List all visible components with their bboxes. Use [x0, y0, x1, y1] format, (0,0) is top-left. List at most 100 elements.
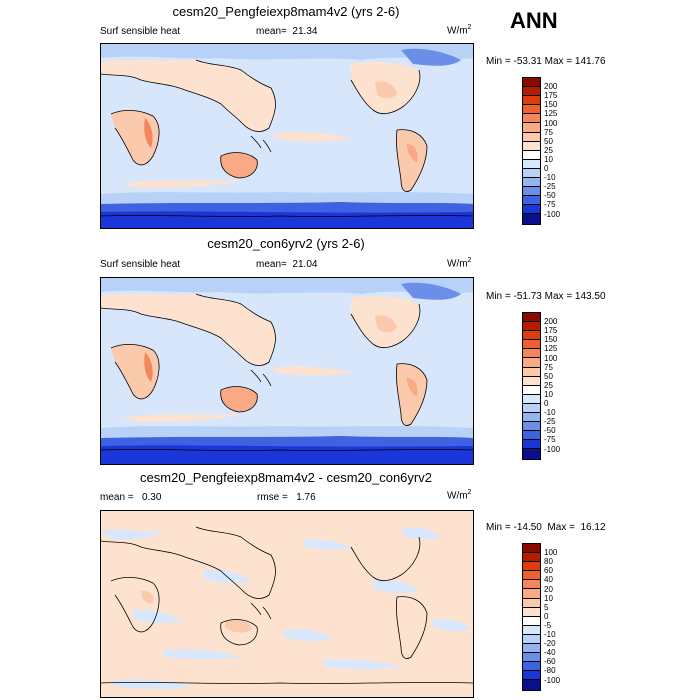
colorbar-tick-label: 100: [544, 118, 558, 128]
colorbar-swatch: [523, 440, 540, 450]
panel-2-mean: mean= 21.04: [256, 259, 317, 270]
colorbar-tick-label: 60: [544, 566, 553, 576]
colorbar-tick-label: -50: [544, 191, 556, 201]
colorbar-tick-label: -80: [544, 666, 556, 676]
colorbar-tick-label: -60: [544, 657, 556, 667]
panel-1-mean: mean= 21.34: [256, 26, 317, 37]
colorbar-tick-label: 20: [544, 584, 553, 594]
panel-2-mean-value: 21.04: [292, 259, 318, 270]
colorbar-swatch: [523, 449, 540, 459]
panel-3-rmse-value: 1.76: [296, 492, 316, 503]
colorbar-tick-label: -40: [544, 648, 556, 658]
colorbar-swatch: [523, 385, 540, 395]
colorbar-swatch: [523, 349, 540, 359]
colorbar-swatch: [523, 187, 540, 197]
panel-3-colorbar-swatches: [523, 544, 540, 690]
colorbar-swatch: [523, 150, 540, 160]
colorbar-swatch: [523, 571, 540, 581]
panel-1-minmax: Min = -53.31 Max = 141.76: [486, 56, 606, 67]
panel-3-rmse-label: rmse =: [257, 492, 288, 503]
colorbar-swatch: [523, 114, 540, 124]
colorbar-swatch: [523, 358, 540, 368]
colorbar-swatch: [523, 123, 540, 133]
colorbar-swatch: [523, 313, 540, 323]
colorbar-tick-label: 200: [544, 317, 558, 327]
colorbar-tick-label: -100: [544, 675, 561, 685]
colorbar-swatch: [523, 96, 540, 106]
panel-2-colorbar: [522, 312, 541, 460]
colorbar-swatch: [523, 178, 540, 188]
colorbar-tick-label: -5: [544, 620, 552, 630]
colorbar-swatch: [523, 644, 540, 654]
colorbar-swatch: [523, 680, 540, 690]
panel-3-title: cesm20_Pengfeiexp8mam4v2 - cesm20_con6yr…: [140, 470, 432, 485]
panel-1-map-field: [101, 44, 473, 228]
colorbar-swatch: [523, 580, 540, 590]
colorbar-tick-label: 50: [544, 371, 553, 381]
colorbar-tick-label: 75: [544, 127, 553, 137]
panel-3-units: W/m2: [447, 489, 472, 502]
colorbar-tick-label: 50: [544, 136, 553, 146]
panel-2-map: [100, 277, 474, 465]
colorbar-tick-label: 40: [544, 575, 553, 585]
panel-3-map-field: [101, 511, 473, 697]
colorbar-swatch: [523, 367, 540, 377]
colorbar-swatch: [523, 422, 540, 432]
colorbar-swatch: [523, 662, 540, 672]
colorbar-swatch: [523, 431, 540, 441]
colorbar-tick-label: 10: [544, 154, 553, 164]
colorbar-swatch: [523, 331, 540, 341]
panel-1-title: cesm20_Pengfeiexp8mam4v2 (yrs 2-6): [172, 4, 400, 19]
colorbar-swatch: [523, 562, 540, 572]
colorbar-tick-label: 150: [544, 335, 558, 345]
colorbar-tick-label: 0: [544, 164, 549, 173]
colorbar-tick-label: -10: [544, 630, 556, 639]
colorbar-tick-label: -75: [544, 435, 556, 445]
panel-1-mean-label: mean=: [256, 26, 287, 37]
panel-2-title: cesm20_con6yrv2 (yrs 2-6): [207, 236, 365, 251]
colorbar-tick-label: -25: [544, 417, 556, 427]
colorbar-tick-label: 80: [544, 557, 553, 567]
panel-2-colorbar-swatches: [523, 313, 540, 459]
colorbar-swatch: [523, 168, 540, 179]
colorbar-tick-label: -100: [544, 444, 561, 454]
colorbar-tick-label: 25: [544, 145, 553, 155]
colorbar-swatch: [523, 589, 540, 599]
colorbar-swatch: [523, 671, 540, 681]
colorbar-tick-label: -25: [544, 182, 556, 192]
colorbar-swatch: [523, 141, 540, 151]
panel-1-variable-label: Surf sensible heat: [100, 26, 181, 37]
colorbar-swatch: [523, 553, 540, 563]
colorbar-tick-label: -50: [544, 426, 556, 436]
colorbar-swatch: [523, 105, 540, 115]
panel-3-map: [100, 510, 474, 698]
panel-1-mean-value: 21.34: [292, 26, 318, 37]
colorbar-tick-label: 150: [544, 100, 558, 110]
colorbar-swatch: [523, 413, 540, 423]
colorbar-tick-label: 125: [544, 344, 558, 354]
colorbar-tick-label: 175: [544, 91, 558, 101]
colorbar-swatch: [523, 214, 540, 224]
panel-1-colorbar-swatches: [523, 78, 540, 224]
panel-3-mean: mean = 0.30: [100, 492, 162, 503]
colorbar-swatch: [523, 322, 540, 332]
colorbar-tick-label: 125: [544, 109, 558, 119]
colorbar-swatch: [523, 394, 540, 404]
colorbar-tick-label: 200: [544, 82, 558, 92]
colorbar-tick-label: 0: [544, 611, 549, 621]
colorbar-swatch: [523, 87, 540, 97]
panel-2-units: W/m2: [447, 257, 472, 270]
colorbar-swatch: [523, 340, 540, 350]
colorbar-swatch: [523, 78, 540, 88]
panel-2-variable-label: Surf sensible heat: [100, 259, 181, 270]
colorbar-tick-label: 100: [544, 353, 558, 363]
colorbar-tick-label: 175: [544, 326, 558, 336]
colorbar-swatch: [523, 653, 540, 663]
colorbar-swatch: [523, 196, 540, 206]
panel-3-colorbar: [522, 543, 541, 691]
colorbar-swatch: [523, 634, 540, 645]
panel-1-map: [100, 43, 474, 229]
colorbar-swatch: [523, 205, 540, 215]
colorbar-tick-label: 10: [544, 593, 553, 603]
panel-1-colorbar: [522, 77, 541, 225]
